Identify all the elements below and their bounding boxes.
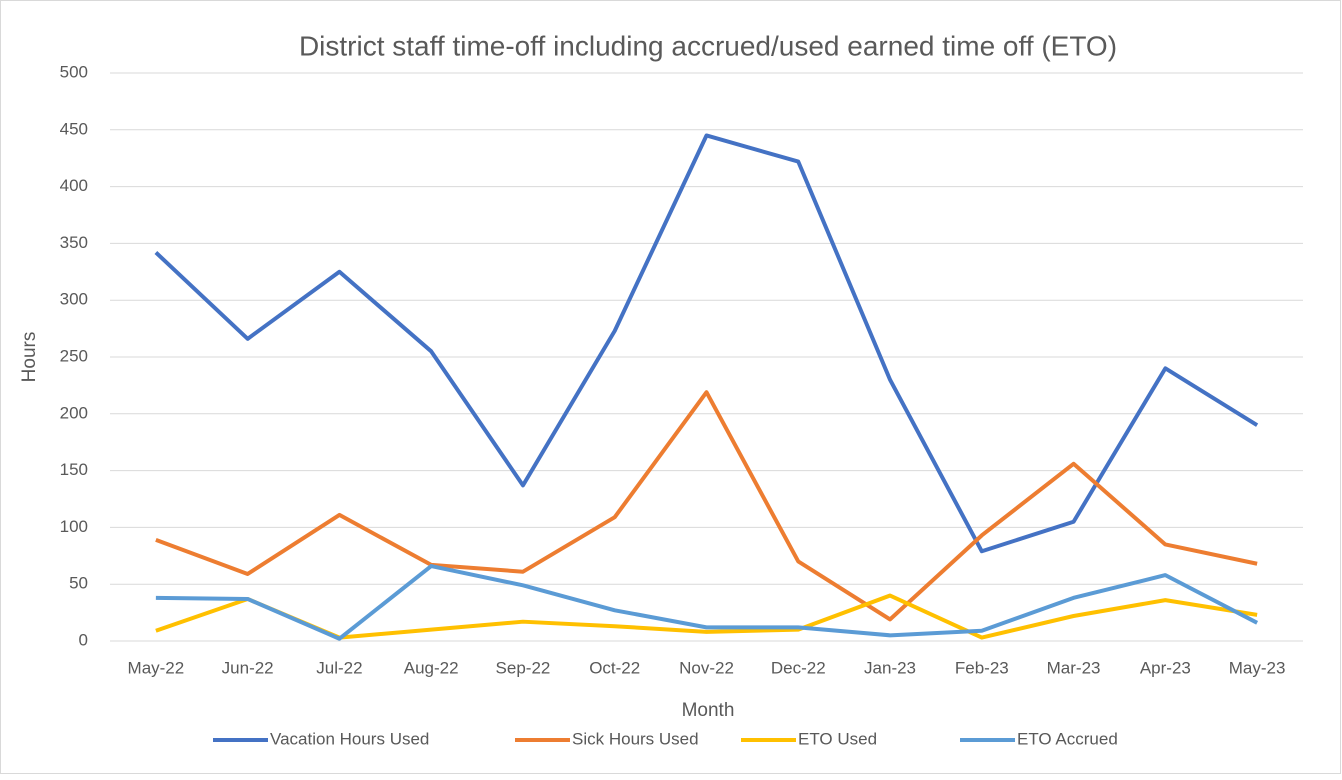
y-tick-label: 250 bbox=[60, 346, 88, 365]
y-axis-label: Hours bbox=[19, 332, 40, 383]
x-tick-label: Dec-22 bbox=[771, 658, 826, 677]
y-tick-label: 500 bbox=[60, 62, 88, 81]
x-tick-label: Feb-23 bbox=[955, 658, 1009, 677]
x-tick-label: May-22 bbox=[128, 658, 185, 677]
legend-label: Vacation Hours Used bbox=[270, 729, 429, 748]
x-axis-label: Month bbox=[682, 700, 735, 721]
x-tick-label: Apr-23 bbox=[1140, 658, 1191, 677]
y-tick-label: 400 bbox=[60, 176, 88, 195]
y-tick-label: 50 bbox=[69, 574, 88, 593]
x-tick-label: Sep-22 bbox=[496, 658, 551, 677]
legend-label: ETO Used bbox=[798, 729, 877, 748]
x-tick-label: Aug-22 bbox=[404, 658, 459, 677]
x-tick-label: Mar-23 bbox=[1047, 658, 1101, 677]
chart-title: District staff time-off including accrue… bbox=[299, 30, 1117, 61]
legend-label: ETO Accrued bbox=[1017, 729, 1118, 748]
legend-label: Sick Hours Used bbox=[572, 729, 699, 748]
x-tick-label: Jun-22 bbox=[222, 658, 274, 677]
y-tick-label: 200 bbox=[60, 403, 88, 422]
y-tick-label: 150 bbox=[60, 460, 88, 479]
series-line bbox=[154, 133, 1259, 554]
x-tick-label: Nov-22 bbox=[679, 658, 734, 677]
y-tick-label: 350 bbox=[60, 233, 88, 252]
x-tick-label: May-23 bbox=[1229, 658, 1286, 677]
x-tick-label: Jul-22 bbox=[316, 658, 362, 677]
x-tick-label: Jan-23 bbox=[864, 658, 916, 677]
series-line bbox=[155, 564, 1259, 641]
y-tick-label: 300 bbox=[60, 290, 88, 309]
y-tick-label: 100 bbox=[60, 517, 88, 536]
series-line bbox=[155, 390, 1258, 622]
y-tick-label: 0 bbox=[79, 630, 88, 649]
y-tick-label: 450 bbox=[60, 119, 88, 138]
x-tick-label: Oct-22 bbox=[589, 658, 640, 677]
